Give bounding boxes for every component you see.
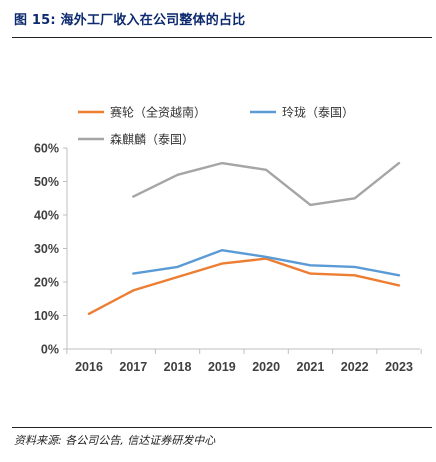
chart-series <box>87 161 401 315</box>
y-tick-label: 20% <box>34 276 59 290</box>
x-tick-label: 2022 <box>341 360 369 374</box>
chart-axes <box>66 148 420 350</box>
x-tick-label: 2020 <box>252 360 280 374</box>
legend-label-senqilin: 森麒麟（泰国） <box>110 132 194 147</box>
legend-label-linglong: 玲珑（泰国） <box>282 106 354 120</box>
x-tick-label: 2018 <box>164 360 192 374</box>
y-tick-label: 60% <box>34 142 59 156</box>
title-rule <box>12 37 432 38</box>
chart-legend: 赛轮（全资越南） 玲珑（泰国） 森麒麟（泰国） <box>78 105 354 147</box>
x-tick-label: 2021 <box>297 360 325 374</box>
source-note: 资料来源: 各公司公告, 信达证券研发中心 <box>14 434 216 447</box>
x-tick-label: 2016 <box>75 360 103 374</box>
y-axis-ticks: 0% 10% 20% 30% 40% 50% 60% <box>34 142 67 357</box>
figure-title: 图 15: 海外工厂收入在公司整体的占比 <box>14 13 246 28</box>
y-tick-label: 50% <box>34 175 59 189</box>
series-line-senqilin <box>132 161 401 207</box>
x-tick-label: 2017 <box>119 360 147 374</box>
y-tick-label: 10% <box>34 309 59 323</box>
y-tick-label: 40% <box>34 209 59 223</box>
x-axis-ticks: 2016 2017 2018 2019 2020 2021 2022 2023 <box>66 349 422 374</box>
y-tick-label: 0% <box>41 343 59 357</box>
series-line-linglong <box>132 249 401 277</box>
legend-label-sailun: 赛轮（全资越南） <box>110 105 206 120</box>
x-tick-label: 2019 <box>208 360 236 374</box>
source-rule <box>12 427 432 428</box>
x-tick-label: 2023 <box>385 360 413 374</box>
series-line-sailun <box>87 257 401 315</box>
y-tick-label: 30% <box>34 242 59 256</box>
